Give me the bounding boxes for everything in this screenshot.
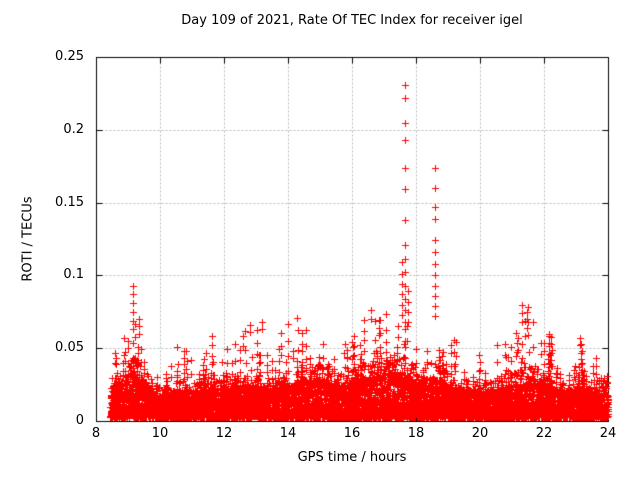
x-tick-label: 12 <box>215 426 233 441</box>
x-tick-label: 20 <box>471 426 489 441</box>
y-tick-label: 0.25 <box>55 49 84 64</box>
x-axis-title: GPS time / hours <box>297 450 407 465</box>
y-tick-label: 0 <box>75 413 84 428</box>
y-tick-label: 0.15 <box>55 194 84 210</box>
y-tick-label: 0.2 <box>63 121 84 137</box>
x-tick-label: 10 <box>151 426 169 441</box>
x-tick-label: 22 <box>535 426 553 441</box>
y-tick-label: 0.1 <box>63 267 84 283</box>
x-tick-label: 14 <box>279 426 297 441</box>
x-tick-label: 8 <box>91 426 101 441</box>
x-tick-label: 16 <box>343 426 361 441</box>
chart-title: Day 109 of 2021, Rate Of TEC Index for r… <box>181 13 523 28</box>
y-tick-label: 0.05 <box>55 340 84 356</box>
x-tick-label: 24 <box>599 426 617 441</box>
x-tick-label: 18 <box>407 426 425 441</box>
